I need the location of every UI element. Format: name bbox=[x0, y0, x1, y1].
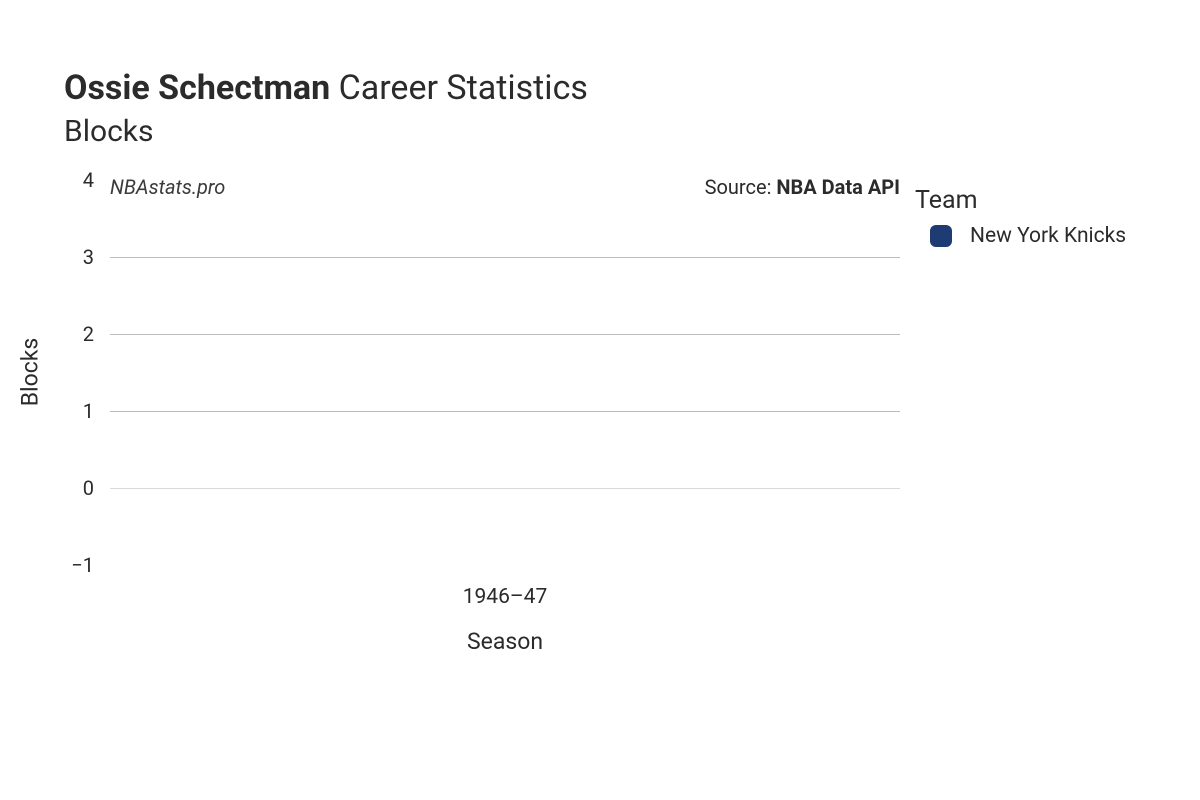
chart-container: Ossie Schectman Career Statistics Blocks… bbox=[0, 0, 1200, 800]
plot-area: NBAstats.pro Source: NBA Data API 4 3 2 … bbox=[110, 180, 900, 565]
x-axis-label: Season bbox=[467, 628, 543, 655]
gridline-zero bbox=[110, 488, 900, 489]
legend-label: New York Knicks bbox=[970, 224, 1126, 248]
source-attribution: Source: NBA Data API bbox=[705, 175, 900, 199]
gridline bbox=[110, 334, 900, 335]
player-name: Ossie Schectman bbox=[64, 68, 330, 108]
ytick-label: 1 bbox=[54, 399, 94, 423]
title-suffix: Career Statistics bbox=[330, 68, 588, 108]
ytick-label: 4 bbox=[54, 168, 94, 192]
source-name: NBA Data API bbox=[776, 175, 900, 199]
gridline bbox=[110, 411, 900, 412]
xtick-label: 1946–47 bbox=[463, 585, 548, 609]
source-prefix: Source: bbox=[705, 175, 777, 199]
ytick-label: 0 bbox=[54, 476, 94, 500]
chart-subtitle: Blocks bbox=[64, 114, 154, 149]
chart-title: Ossie Schectman Career Statistics bbox=[64, 68, 588, 108]
y-axis-label: Blocks bbox=[17, 338, 44, 407]
ytick-label: −1 bbox=[54, 553, 94, 577]
legend-swatch bbox=[930, 225, 952, 247]
legend-item: New York Knicks bbox=[930, 224, 1126, 248]
legend-title: Team bbox=[915, 186, 978, 215]
watermark: NBAstats.pro bbox=[110, 175, 225, 199]
gridline bbox=[110, 257, 900, 258]
ytick-label: 2 bbox=[54, 322, 94, 346]
ytick-label: 3 bbox=[54, 245, 94, 269]
